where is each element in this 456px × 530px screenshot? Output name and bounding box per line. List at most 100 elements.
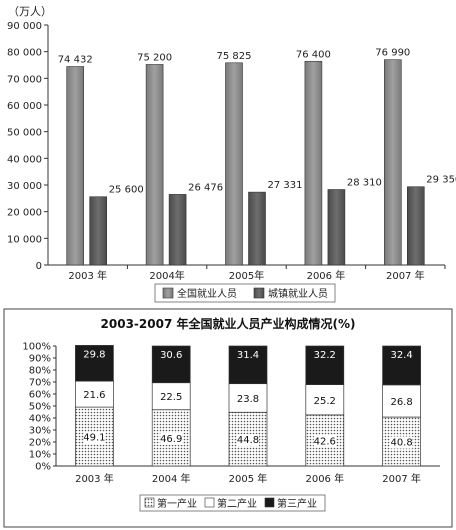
segment-secondary xyxy=(382,384,421,418)
data-label: 32.2 xyxy=(314,350,336,361)
data-label: 25.2 xyxy=(314,396,336,407)
data-label: 26.8 xyxy=(390,397,412,408)
data-label: 46.9 xyxy=(160,434,182,445)
y-tick-label: 0% xyxy=(35,462,51,473)
data-label: 29.8 xyxy=(83,349,105,360)
x-category-label: 2005 年 xyxy=(229,472,268,485)
data-label: 44.8 xyxy=(237,435,259,446)
bar-national xyxy=(304,60,323,266)
legend-label-tertiary: 第三产业 xyxy=(277,497,317,510)
data-label-national: 75 200 xyxy=(137,52,172,63)
bar-national xyxy=(383,59,402,266)
data-label-national: 74 432 xyxy=(58,55,93,66)
segment-secondary xyxy=(151,382,191,411)
y-tick-label: 80 000 xyxy=(7,48,42,59)
y-tick-label: 60 000 xyxy=(7,101,42,112)
y-tick-label: 20 000 xyxy=(7,208,42,219)
data-label: 42.6 xyxy=(314,436,336,447)
y-tick-label: 100% xyxy=(22,342,51,353)
segment-tertiary xyxy=(75,345,114,382)
x-category-label: 2007 年 xyxy=(382,472,421,485)
bar-national xyxy=(225,62,243,266)
data-label: 22.5 xyxy=(160,392,182,403)
chart-frame xyxy=(3,308,453,528)
industry-stacked-chart: 2003-2007 年全国就业人员产业构成情况(%) 0%10%20%30%40… xyxy=(3,308,453,528)
y-tick-label: 40% xyxy=(29,414,51,425)
x-category-label: 2004年 xyxy=(149,269,184,282)
segment-secondary xyxy=(305,384,345,416)
legend-swatch-secondary xyxy=(204,497,215,508)
x-category-label: 2004 年 xyxy=(152,472,191,485)
bar-urban xyxy=(248,191,266,266)
legend-swatch-urban xyxy=(253,287,265,299)
label-backdrop xyxy=(160,432,183,445)
data-label: 30.6 xyxy=(160,350,182,361)
data-label-urban: 29 350 xyxy=(426,175,456,186)
legend-box xyxy=(139,494,326,512)
segment-tertiary xyxy=(151,345,191,384)
segment-tertiary xyxy=(305,345,345,385)
segment-secondary xyxy=(228,383,268,413)
x-category-label: 2003 年 xyxy=(75,472,114,485)
x-category-label: 2006 年 xyxy=(305,472,344,485)
x-category-label: 2005年 xyxy=(229,269,264,282)
y-tick-label: 20% xyxy=(29,438,51,449)
segment-secondary xyxy=(75,380,114,408)
data-label-urban: 27 331 xyxy=(268,180,303,191)
bar-urban xyxy=(168,194,187,266)
segment-tertiary xyxy=(228,345,268,385)
bar-urban xyxy=(406,186,425,266)
legend-label-national: 全国就业人员 xyxy=(177,287,237,300)
y-tick-label: 50 000 xyxy=(7,128,42,139)
employment-bar-chart: （万人） 0 10 000 20 000 30 000 40 000 50 000 60 0… xyxy=(7,5,456,303)
segment-tertiary xyxy=(382,345,421,386)
bar-national xyxy=(66,66,84,266)
y-tick-label: 80% xyxy=(29,366,51,377)
data-label-urban: 28 310 xyxy=(347,178,382,189)
label-backdrop xyxy=(237,434,259,447)
data-label-national: 76 990 xyxy=(375,48,410,59)
label-backdrop xyxy=(390,436,413,449)
legend-box xyxy=(154,283,336,303)
data-label: 31.4 xyxy=(237,350,259,361)
y-tick-label: 70 000 xyxy=(7,74,42,85)
legend-label-secondary: 第二产业 xyxy=(217,497,257,510)
y-tick-label: 90 000 xyxy=(7,21,42,32)
bar-national xyxy=(145,64,164,266)
y-tick-label: 70% xyxy=(29,378,51,389)
data-label: 49.1 xyxy=(83,433,105,444)
data-label-national: 76 400 xyxy=(296,49,331,60)
y-tick-label: 50% xyxy=(29,402,51,413)
segment-primary xyxy=(151,409,191,467)
bar-urban xyxy=(89,196,107,266)
label-backdrop xyxy=(83,431,106,444)
label-backdrop xyxy=(313,435,336,448)
chart-title: 2003-2007 年全国就业人员产业构成情况(%) xyxy=(101,316,356,331)
y-unit-label: （万人） xyxy=(8,5,52,18)
legend-swatch-tertiary xyxy=(264,497,275,508)
data-label: 23.8 xyxy=(237,394,259,405)
y-tick-label: 10% xyxy=(29,450,51,461)
legend-label-urban: 城镇就业人员 xyxy=(268,287,328,300)
x-category-label: 2006 年 xyxy=(307,269,346,282)
data-label-urban: 25 600 xyxy=(109,185,144,196)
x-category-label: 2003 年 xyxy=(68,269,107,282)
y-tick-label: 0 xyxy=(36,261,42,272)
data-label: 32.4 xyxy=(390,350,412,361)
legend-label-primary: 第一产业 xyxy=(157,497,197,510)
x-category-label: 2007 年 xyxy=(386,269,425,282)
legend-swatch-primary xyxy=(144,497,155,508)
y-tick-label: 30 000 xyxy=(7,181,42,192)
data-label-national: 75 825 xyxy=(217,51,252,62)
data-label: 40.8 xyxy=(390,438,412,449)
y-tick-label: 40 000 xyxy=(7,154,42,165)
legend-swatch-national xyxy=(162,287,174,299)
y-tick-label: 10 000 xyxy=(7,234,42,245)
y-tick-label: 90% xyxy=(29,354,51,365)
data-label: 21.6 xyxy=(83,390,105,401)
data-label-urban: 26 476 xyxy=(188,182,223,193)
y-tick-label: 30% xyxy=(29,426,51,437)
y-tick-label: 60% xyxy=(29,390,51,401)
bar-urban xyxy=(327,189,346,266)
